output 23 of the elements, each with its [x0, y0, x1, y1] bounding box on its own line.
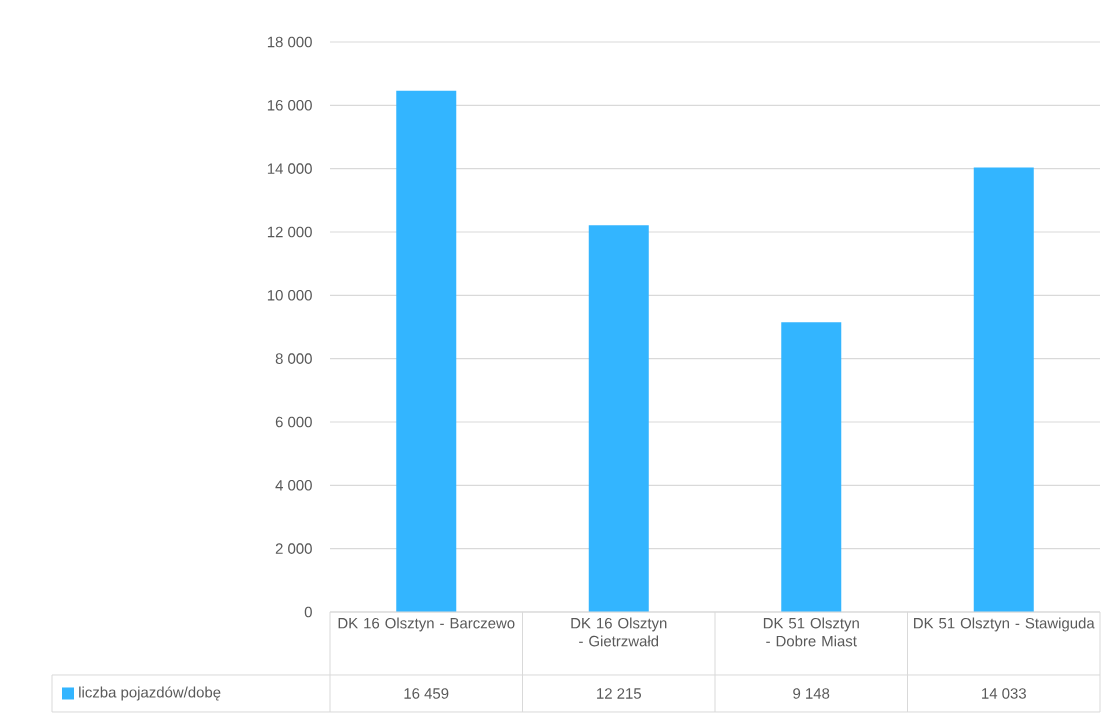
- bar: [396, 90, 457, 612]
- y-tick-label: 14 000: [267, 163, 312, 174]
- y-tick-label: 12 000: [267, 226, 312, 238]
- y-tick-label: 10 000: [267, 290, 312, 301]
- bar: [973, 167, 1034, 612]
- legend-label: liczba pojazdów/dobę: [79, 686, 221, 701]
- x-tick-label: DK 51 Olsztyn - Stawiguda: [914, 617, 1095, 632]
- data-label: 12 215: [597, 688, 642, 699]
- x-tick-label: DK 16 Olsztyn - Gietrzwałd: [571, 617, 667, 647]
- y-tick-label: 4 000: [275, 480, 312, 491]
- y-tick-label: 2 000: [275, 543, 312, 554]
- x-tick-label: DK 51 Olsztyn - Dobre Miast: [763, 617, 859, 647]
- data-label: 9 148: [793, 688, 830, 699]
- bar: [588, 225, 649, 612]
- data-label: 16 459: [404, 688, 449, 699]
- data-label: 14 033: [982, 688, 1026, 699]
- x-tick-label: DK 16 Olsztyn - Barczewo: [338, 617, 515, 632]
- bar: [781, 322, 842, 612]
- y-tick-label: 8 000: [275, 353, 312, 364]
- y-tick-label: 6 000: [275, 416, 312, 428]
- y-tick-label: 16 000: [267, 100, 312, 111]
- y-tick-label: 18 000: [267, 36, 312, 48]
- y-tick-label: 0: [304, 606, 312, 618]
